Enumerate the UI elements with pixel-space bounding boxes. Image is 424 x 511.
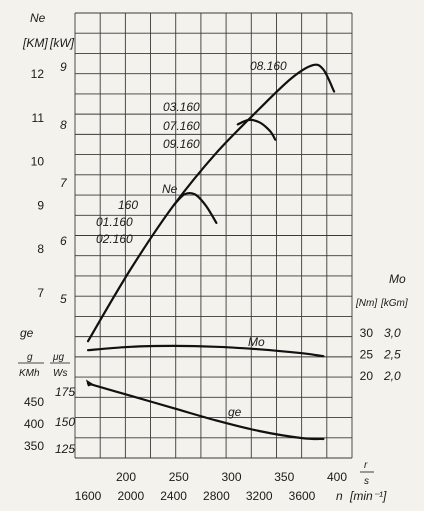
y-tick-kw: 7 (60, 176, 68, 190)
series-label-160: 160 (118, 198, 138, 212)
series-label-ne: Ne (162, 182, 178, 196)
axis-labels: Ne [KM] [kW] ge g KMh μg Ws Mo [Nm] [kGm] rs n [min⁻¹… (18, 11, 408, 503)
ne-curve-03-07-09-160 (236, 118, 277, 141)
x-tick-rs: 400 (327, 470, 347, 484)
y-tick-km: 10 (31, 155, 45, 169)
y-tick-km: 11 (32, 111, 45, 125)
ge-unit-g: g (27, 352, 33, 363)
y-tick-mo-nm: 25 (360, 348, 374, 362)
y-tick-ge-ug-ws: 125 (55, 442, 75, 456)
series-label-ge: ge (228, 405, 242, 419)
y-tick-mo-kgm: 2,5 (383, 348, 401, 362)
series-label-02-160: 02.160 (96, 232, 133, 246)
ge-consumption-curve (86, 382, 325, 441)
x-tick-rpm: 2400 (160, 489, 187, 503)
rs-unit-bottom: s (364, 476, 369, 487)
ge-arrow-marker (86, 379, 94, 387)
ne-axis-label: Ne (30, 11, 46, 25)
ge-unit-kmh: KMh (19, 368, 40, 379)
y-tick-ge-g-kmh: 350 (24, 439, 44, 453)
y-tick-km: 8 (37, 242, 44, 256)
x-tick-rs: 200 (116, 470, 136, 484)
ne-unit-km: [KM] (22, 36, 48, 50)
ge-unit-ug: μg (52, 352, 64, 363)
x-axis-label-n: n (336, 489, 343, 503)
series-label-mo: Mo (248, 335, 265, 349)
grid (74, 12, 353, 459)
series-label-08-160: 08.160 (250, 59, 287, 73)
mo-unit-kgm: [kGm] (380, 298, 408, 309)
y-tick-kw: 9 (60, 60, 67, 74)
ne-unit-kw: [kW] (49, 36, 75, 50)
rs-unit-top: r (364, 460, 368, 471)
y-tick-ge-g-kmh: 400 (24, 417, 44, 431)
tick-labels: 1600 2000 2400 2800 3200 3600 200 250 300 350 400 7… (24, 60, 401, 503)
y-tick-mo-kgm: 3,0 (384, 326, 401, 340)
y-tick-ge-ug-ws: 175 (55, 385, 75, 399)
y-tick-km: 9 (37, 198, 44, 212)
x-tick-rs: 300 (221, 470, 241, 484)
x-tick-rpm: 1600 (75, 489, 102, 503)
y-tick-mo-nm: 30 (360, 326, 374, 340)
mo-unit-nm: [Nm] (355, 298, 377, 309)
curves (86, 63, 336, 441)
x-tick-rpm: 3200 (246, 489, 273, 503)
series-label-07-160: 07.160 (163, 119, 200, 133)
y-tick-kw: 8 (60, 118, 67, 132)
y-tick-mo-nm: 20 (360, 369, 374, 383)
ne-curve-08-160 (86, 63, 336, 343)
ge-axis-label: ge (20, 326, 34, 340)
y-tick-ge-g-kmh: 450 (24, 395, 44, 409)
x-tick-rpm: 3600 (289, 489, 316, 503)
y-tick-mo-kgm: 2,0 (383, 369, 401, 383)
y-tick-kw: 6 (60, 234, 67, 248)
ge-unit-ws: Ws (53, 368, 67, 379)
y-tick-kw: 5 (60, 292, 67, 306)
x-axis-unit: [min⁻¹] (349, 489, 387, 503)
ne-curve-160-01-02 (172, 191, 218, 224)
mo-axis-label: Mo (389, 272, 406, 286)
x-tick-rs: 250 (169, 470, 189, 484)
x-tick-rpm: 2800 (203, 489, 230, 503)
series-label-09-160: 09.160 (163, 137, 200, 151)
y-tick-km: 12 (31, 67, 45, 81)
x-tick-rpm: 2000 (117, 489, 144, 503)
series-label-01-160: 01.160 (96, 215, 133, 229)
series-label-03-160: 03.160 (163, 100, 200, 114)
mo-torque-curve (86, 344, 325, 358)
x-tick-rs: 350 (274, 470, 294, 484)
y-tick-ge-ug-ws: 150 (55, 415, 75, 429)
y-tick-km: 7 (37, 286, 44, 300)
